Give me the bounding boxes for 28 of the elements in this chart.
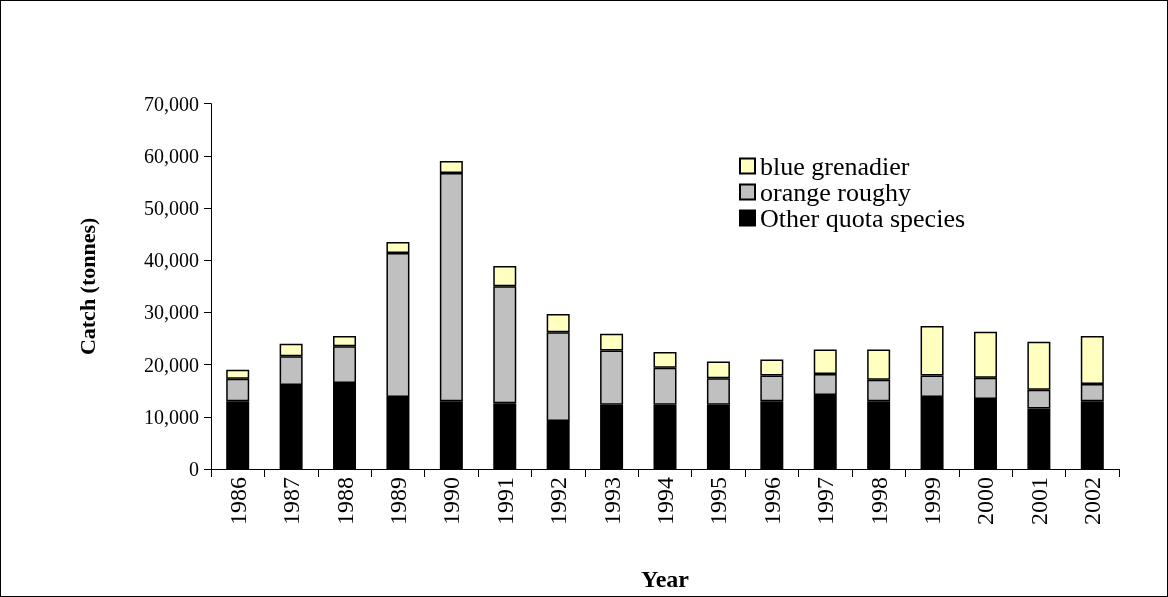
y-tick-label: 70,000 — [144, 92, 199, 115]
x-tick-label: 1989 — [384, 477, 411, 525]
legend-label: blue grenadier — [760, 151, 910, 181]
x-tick-label: 1997 — [812, 477, 839, 525]
y-tick-label: 20,000 — [144, 353, 199, 376]
y-tick-label: 50,000 — [144, 197, 199, 220]
x-tick-label: 1999 — [919, 477, 946, 525]
x-axis-title: Year — [641, 566, 690, 592]
x-tick-label: 1986 — [224, 477, 251, 525]
y-tick-label: 0 — [189, 458, 199, 480]
x-tick-label: 1990 — [438, 477, 465, 525]
y-tick-label: 40,000 — [144, 249, 199, 272]
x-tick-label: 1994 — [652, 477, 678, 525]
y-tick-label: 30,000 — [144, 301, 199, 324]
x-tick-label: 1987 — [278, 477, 305, 525]
x-tick-label: 1995 — [705, 477, 732, 525]
x-tick-label: 2000 — [972, 477, 999, 525]
x-tick-label: 1988 — [331, 477, 358, 525]
x-tick-label: 1993 — [598, 477, 625, 525]
x-tick-label: 1991 — [491, 477, 518, 525]
x-tick-label: 2001 — [1025, 477, 1052, 525]
x-tick-label: 1992 — [545, 477, 572, 525]
y-axis-title: Catch (tonnes) — [74, 217, 100, 356]
x-tick-label: 2002 — [1079, 477, 1106, 525]
x-tick-label: 1996 — [758, 477, 785, 525]
x-tick-label: 1998 — [865, 477, 892, 525]
y-tick-label: 60,000 — [144, 144, 199, 167]
y-tick-label: 10,000 — [144, 405, 199, 428]
